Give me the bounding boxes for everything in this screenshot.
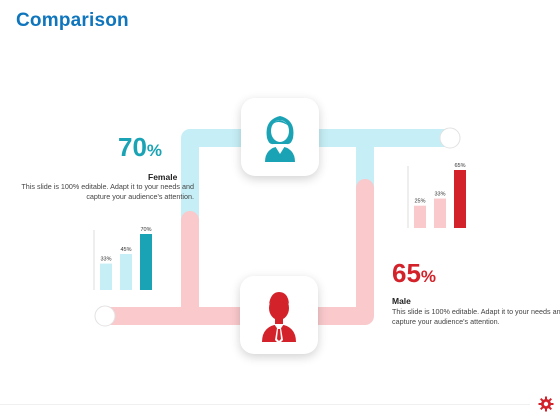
male-chart-bar-label-1: 25% (414, 199, 425, 205)
footer-divider (0, 404, 530, 405)
female-user-icon (265, 116, 295, 162)
male-bar-chart: 25% 33% 65% (407, 163, 466, 228)
female-card (241, 98, 319, 176)
male-chart-bar-2 (434, 198, 446, 228)
female-chart-bar-3 (140, 234, 152, 290)
male-chart-bar-3 (454, 170, 466, 228)
male-label: Male (392, 296, 411, 306)
gear-icon (538, 396, 554, 412)
male-user-icon (262, 292, 296, 344)
male-percentage: 65% (392, 258, 436, 289)
female-percent-value: 70 (118, 132, 147, 162)
female-chart-bar-1 (100, 263, 112, 290)
female-chart-bar-label-3: 70% (140, 227, 151, 233)
male-description: This slide is 100% editable. Adapt it to… (392, 307, 560, 326)
female-chart-bar-label-2: 45% (120, 247, 131, 253)
female-description: This slide is 100% editable. Adapt it to… (21, 182, 194, 201)
female-bar-chart: 33% 45% 70% (93, 227, 152, 290)
male-chart-bar-1 (414, 205, 426, 228)
female-label: Female (148, 172, 178, 182)
male-card (240, 276, 318, 354)
female-chart-bar-label-1: 33% (100, 257, 111, 263)
male-chart-bar-label-2: 33% (434, 192, 445, 198)
female-percentage: 70% (118, 132, 162, 163)
female-percent-symbol: % (146, 141, 163, 160)
male-percent-symbol: % (420, 267, 437, 286)
male-chart-bar-label-3: 65% (454, 163, 465, 169)
page-title: Comparison (16, 10, 129, 31)
male-percent-value: 65 (392, 258, 421, 288)
female-chart-bar-2 (120, 254, 132, 290)
